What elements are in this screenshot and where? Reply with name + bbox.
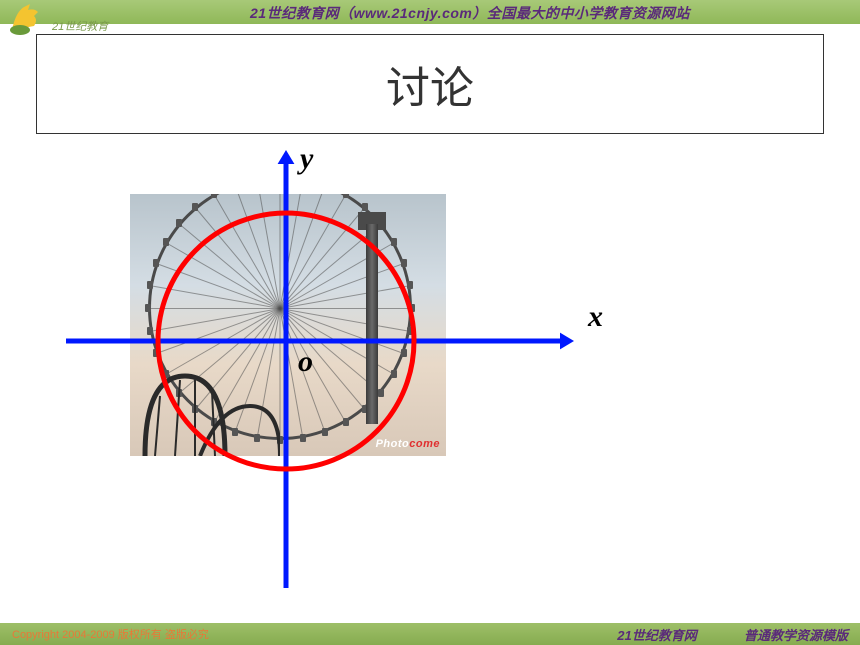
footer-template: 普通教学资源模版 [744,628,848,643]
ferris-wheel-photo: Photocome [130,194,446,456]
photo-watermark: Photocome [376,438,440,450]
page-title: 讨论 [386,52,474,116]
watermark-prefix: Photo [376,438,410,450]
footer-bar: Copyright 2004-2009 版权所有 盗版必究 21世纪教育网 普通… [0,623,860,645]
header-text: 21世纪教育网（www.21cnjy.com）全国最大的中小学教育资源网站 [250,3,690,23]
footer-right: 21世纪教育网 普通教学资源模版 [617,625,848,644]
copyright-text: Copyright 2004-2009 版权所有 盗版必究 [12,626,209,642]
watermark-suffix: come [409,438,440,450]
origin-label: o [298,345,313,379]
diagram-area: Photocome y x o [0,140,860,620]
logo-subtitle: 21世纪教育 [52,18,108,34]
y-axis-label: y [300,142,313,176]
title-box: 讨论 [36,34,824,134]
header-bar: 21世纪教育 21世纪教育网（www.21cnjy.com）全国最大的中小学教育… [0,0,860,24]
x-axis-label: x [588,300,603,334]
roller-coaster [140,336,280,456]
drop-tower [366,224,378,424]
footer-brand: 21世纪教育网 [617,628,696,643]
